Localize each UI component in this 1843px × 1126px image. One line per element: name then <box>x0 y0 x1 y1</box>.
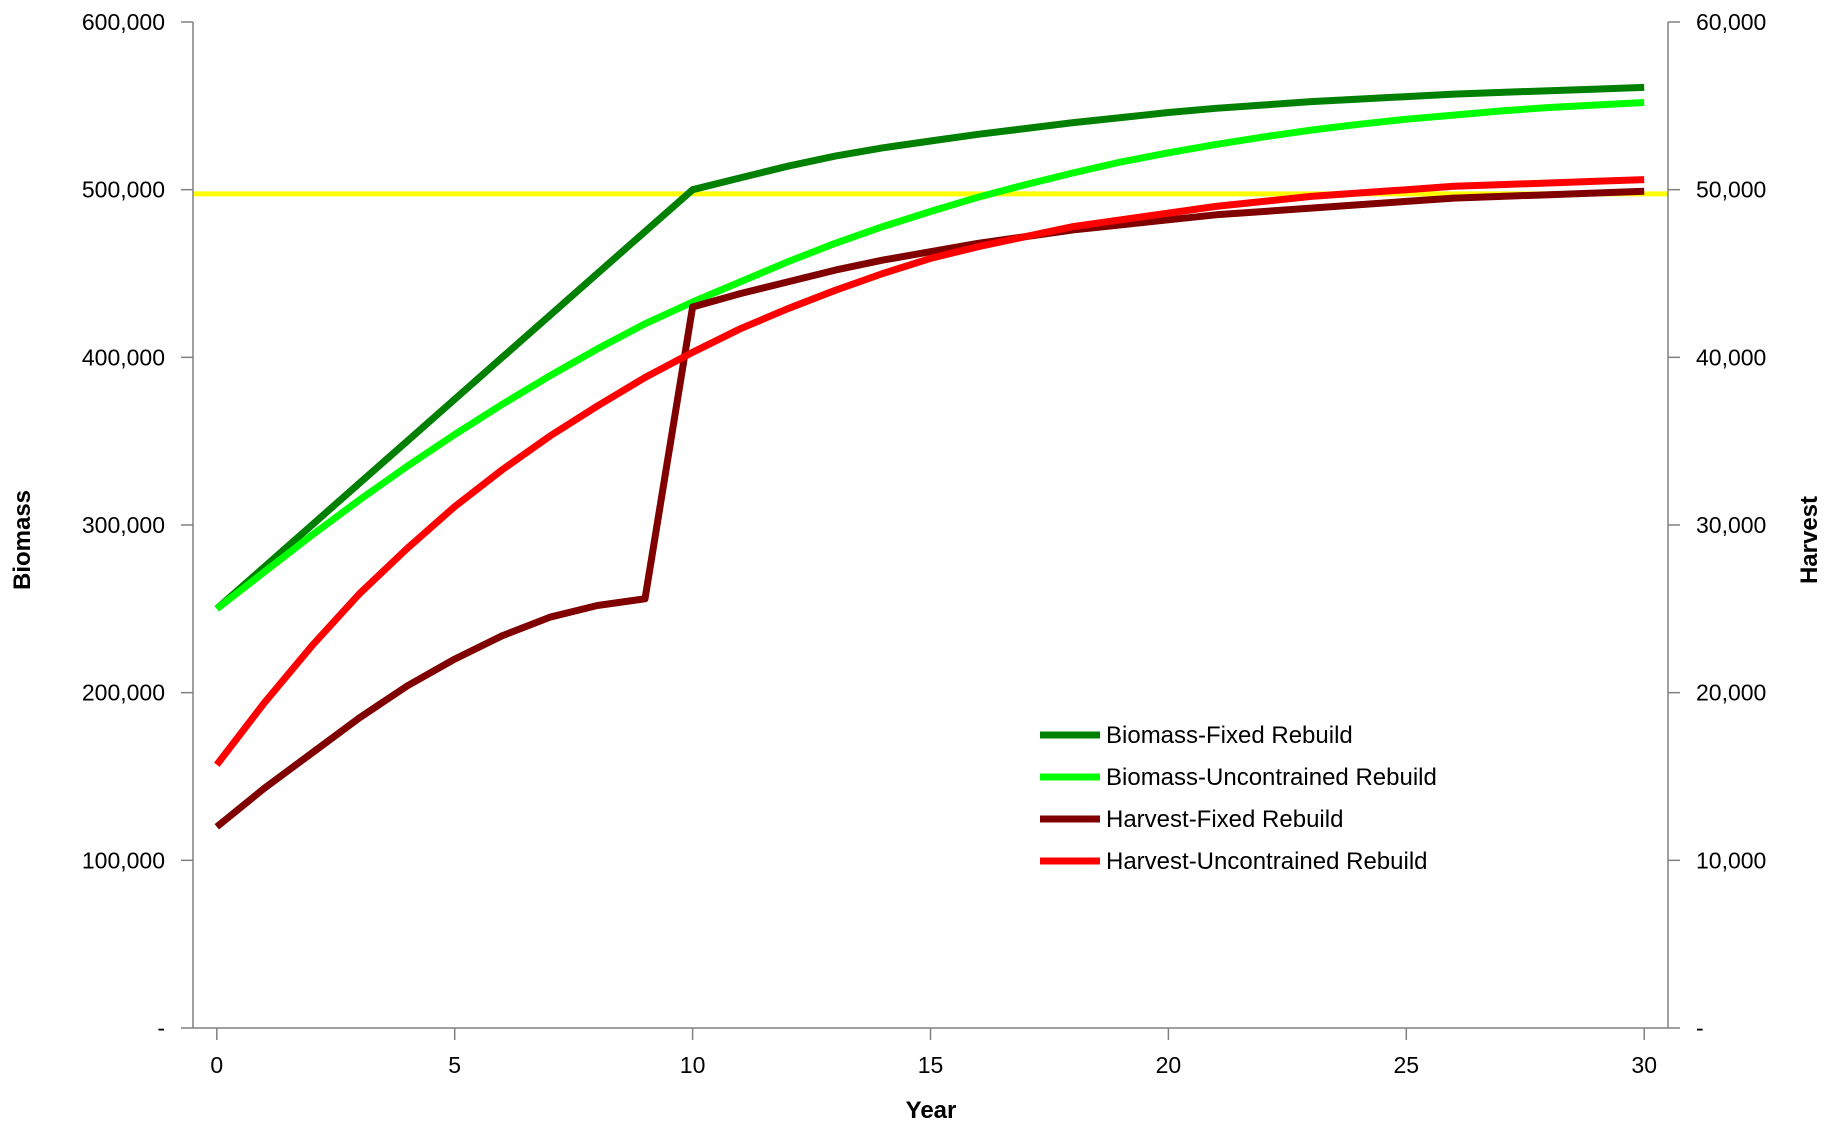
y-right-tick-label: 30,000 <box>1696 512 1766 538</box>
series-line-biomass-uncontrained-rebuild <box>214 99 1645 612</box>
y-axis-left-title: Biomass <box>9 490 36 590</box>
y-left-tick-label: 100,000 <box>82 847 165 873</box>
series-line-biomass-fixed-rebuild <box>214 83 1645 612</box>
y-axis-right-title: Harvest <box>1796 496 1823 584</box>
y-right-tick-label: 20,000 <box>1696 680 1766 706</box>
legend-label-harvest-uncontrained-rebuild: Harvest-Uncontrained Rebuild <box>1106 848 1428 875</box>
y-left-tick-label: 500,000 <box>82 177 165 203</box>
axes-group <box>192 22 1669 1029</box>
series-line-harvest-uncontrained-rebuild <box>214 176 1645 767</box>
legend: Biomass-Fixed Rebuild Biomass-Uncontraine… <box>1040 722 1437 875</box>
legend-label-biomass-uncontrained-rebuild: Biomass-Uncontrained Rebuild <box>1106 764 1437 791</box>
y-left-tick-label: 300,000 <box>82 512 165 538</box>
x-tick-label: 20 <box>1156 1052 1182 1078</box>
ticks-group: 0 5 10 15 20 25 30 - 100,000 200,000 300,000 400,00… <box>82 9 1767 1078</box>
x-tick-label: 10 <box>680 1052 706 1078</box>
y-left-tick-label: 600,000 <box>82 9 165 35</box>
x-tick-label: 30 <box>1631 1052 1657 1078</box>
y-left-tick-label: - <box>157 1015 165 1041</box>
legend-label-harvest-fixed-rebuild: Harvest-Fixed Rebuild <box>1106 806 1343 833</box>
x-tick-label: 0 <box>210 1052 223 1078</box>
x-tick-label: 5 <box>448 1052 461 1078</box>
y-right-tick-label: 10,000 <box>1696 847 1766 873</box>
legend-label-biomass-fixed-rebuild: Biomass-Fixed Rebuild <box>1106 722 1353 749</box>
y-right-tick-label: 50,000 <box>1696 177 1766 203</box>
y-left-tick-label: 400,000 <box>82 344 165 370</box>
y-right-tick-label: 60,000 <box>1696 9 1766 35</box>
y-right-tick-label: 40,000 <box>1696 344 1766 370</box>
series-group <box>214 83 1645 830</box>
y-left-tick-label: 200,000 <box>82 680 165 706</box>
y-right-tick-label: - <box>1696 1015 1704 1041</box>
x-tick-label: 15 <box>918 1052 944 1078</box>
series-line-harvest-fixed-rebuild <box>214 187 1645 830</box>
x-axis-title: Year <box>906 1097 957 1124</box>
x-tick-label: 25 <box>1394 1052 1420 1078</box>
